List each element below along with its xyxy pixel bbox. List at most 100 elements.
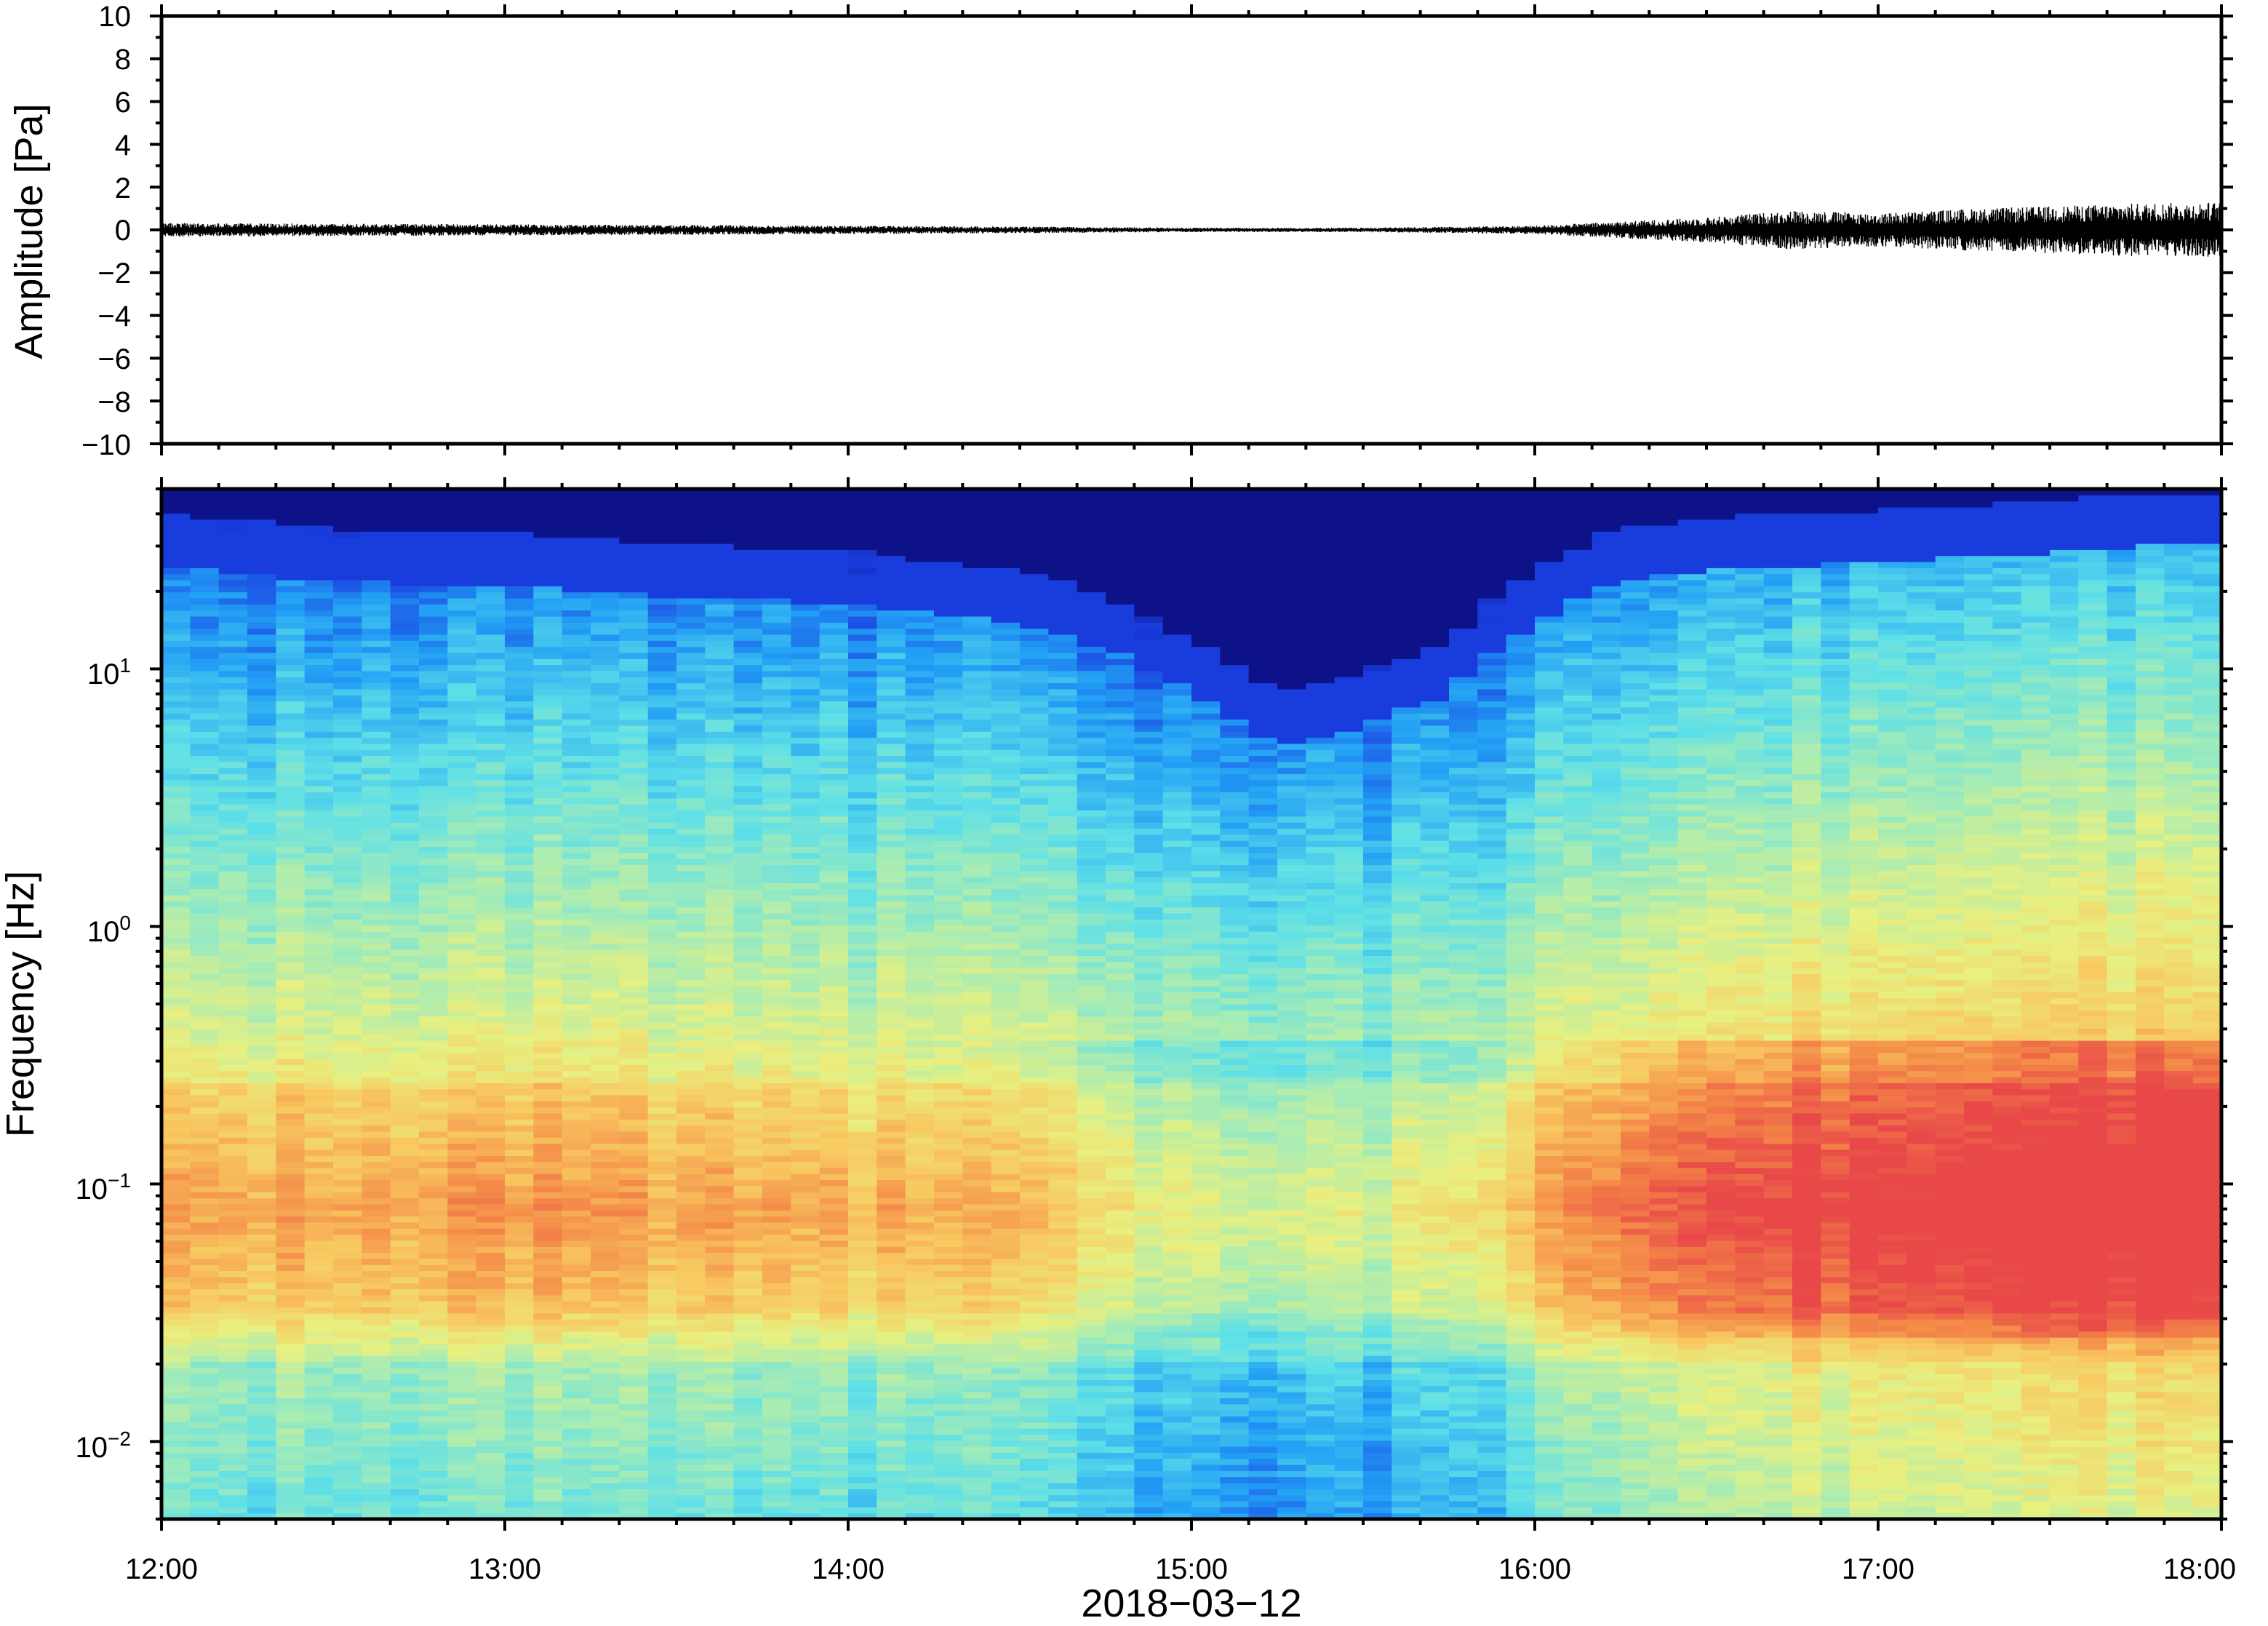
spectrogram-cell [390, 1240, 420, 1247]
spectrogram-cell [934, 1010, 963, 1017]
spectrogram-cell [934, 1483, 963, 1489]
spectrogram-cell [447, 1107, 477, 1114]
spectrogram-cell [419, 1392, 448, 1399]
spectrogram-cell [619, 1010, 649, 1017]
spectrogram-cell [190, 604, 220, 611]
spectrogram-cell [533, 628, 563, 635]
spectrogram-cell [447, 761, 477, 768]
spectrogram-cell [762, 1040, 791, 1047]
spectrogram-cell [733, 1264, 763, 1272]
spectrogram-cell [390, 773, 420, 781]
spectrogram-cell [476, 1210, 506, 1217]
spectrogram-cell [647, 1403, 677, 1411]
spectrogram-cell [934, 1434, 963, 1441]
spectrogram-cell [276, 1112, 306, 1120]
spectrogram-cell [276, 1476, 306, 1483]
spectrogram-cell [705, 1222, 735, 1229]
spectrogram-cell [333, 1197, 362, 1205]
spectrogram-cell [962, 1246, 992, 1254]
spectrogram-cell [848, 1452, 877, 1459]
spectrogram-cell [276, 506, 306, 514]
spectrogram-cell [705, 1040, 735, 1047]
spectrogram-cell [218, 1088, 248, 1096]
spectrogram-cell [905, 670, 935, 677]
spectrogram-cell [934, 567, 963, 575]
spectrogram-cell [991, 1246, 1021, 1254]
spectrogram-cell [333, 901, 362, 908]
spectrogram-cell [877, 1131, 906, 1138]
spectrogram-cell [562, 1173, 591, 1181]
spectrogram-cell [533, 1185, 563, 1192]
spectrogram-cell [419, 1046, 448, 1053]
spectrogram-cell [733, 652, 763, 659]
spectrogram-cell [905, 1270, 935, 1278]
spectrogram-cell [905, 1367, 935, 1374]
spectrogram-cell [848, 1312, 877, 1320]
spectrogram-cell [533, 567, 563, 575]
spectrogram-cell [676, 506, 706, 514]
spectrogram-cell [676, 1149, 706, 1156]
spectrogram-cell [562, 1094, 591, 1101]
spectrogram-cell [447, 1173, 477, 1181]
spectrogram-cell [304, 1294, 334, 1302]
spectrogram-cell [390, 1076, 420, 1083]
spectrogram-cell [276, 1416, 306, 1423]
spectrogram-cell [647, 1094, 677, 1101]
spectrogram-cell [562, 567, 591, 575]
spectrogram-cell [619, 1294, 649, 1302]
spectrogram-cell [848, 670, 877, 677]
spectrogram-cell [762, 543, 791, 550]
spectrogram-cell [505, 1101, 534, 1108]
spectrogram-cell [333, 822, 362, 829]
spectrogram-cell [905, 1416, 935, 1423]
spectrogram-cell [419, 501, 448, 508]
spectrogram-cell [333, 906, 362, 914]
spectrogram-cell [848, 1367, 877, 1374]
spectrogram-cell [562, 1483, 591, 1489]
spectrogram-cell [447, 731, 477, 738]
spectrogram-cell [333, 1222, 362, 1229]
spectrogram-cell [276, 1507, 306, 1514]
spectrogram-cell [791, 1185, 820, 1192]
spectrogram-cell [819, 1483, 849, 1489]
spectrogram-cell [676, 955, 706, 963]
spectrogram-cell [447, 610, 477, 617]
spectrogram-cell [505, 677, 534, 684]
spectrogram-cell [791, 973, 820, 981]
spectrogram-cell [390, 901, 420, 908]
spectrogram-cell [905, 537, 935, 544]
spectrogram-cell [447, 1246, 477, 1254]
spectrogram-cell [676, 1458, 706, 1465]
spectrogram-cell [819, 573, 849, 581]
spectrogram-cell [676, 913, 706, 920]
spectrogram-cell [877, 1010, 906, 1017]
spectrogram-cell [218, 1464, 248, 1471]
spectrogram-cell [562, 761, 591, 768]
spectrogram-cell [819, 1016, 849, 1023]
spectrogram-cell [304, 1367, 334, 1374]
spectrogram-cell [447, 1513, 477, 1519]
spectrogram-cell [476, 1428, 506, 1435]
spectrogram-cell [877, 937, 906, 944]
spectrogram-cell [533, 719, 563, 726]
spectrogram-cell [247, 906, 276, 914]
spectrogram-cell [390, 615, 420, 623]
spectrogram-cell [962, 1288, 992, 1296]
spectrogram-cell [676, 1464, 706, 1471]
spectrogram-cell [419, 913, 448, 920]
spectrogram-cell [218, 1343, 248, 1350]
spectrogram-cell [791, 1374, 820, 1381]
spectrogram-cell [791, 1301, 820, 1308]
spectrogram-cell [676, 706, 706, 714]
spectrogram-cell [962, 1507, 992, 1514]
spectrogram-cell [676, 1101, 706, 1108]
spectrogram-cell [934, 670, 963, 677]
spectrogram-cell [819, 1185, 849, 1192]
spectrogram-cell [276, 846, 306, 853]
spectrogram-cell [362, 792, 391, 799]
spectrogram-cell [762, 1179, 791, 1187]
spectrogram-cell [190, 1016, 220, 1023]
spectrogram-cell [276, 1210, 306, 1217]
spectrogram-cell [733, 1276, 763, 1283]
spectrogram-cell [190, 1040, 220, 1047]
